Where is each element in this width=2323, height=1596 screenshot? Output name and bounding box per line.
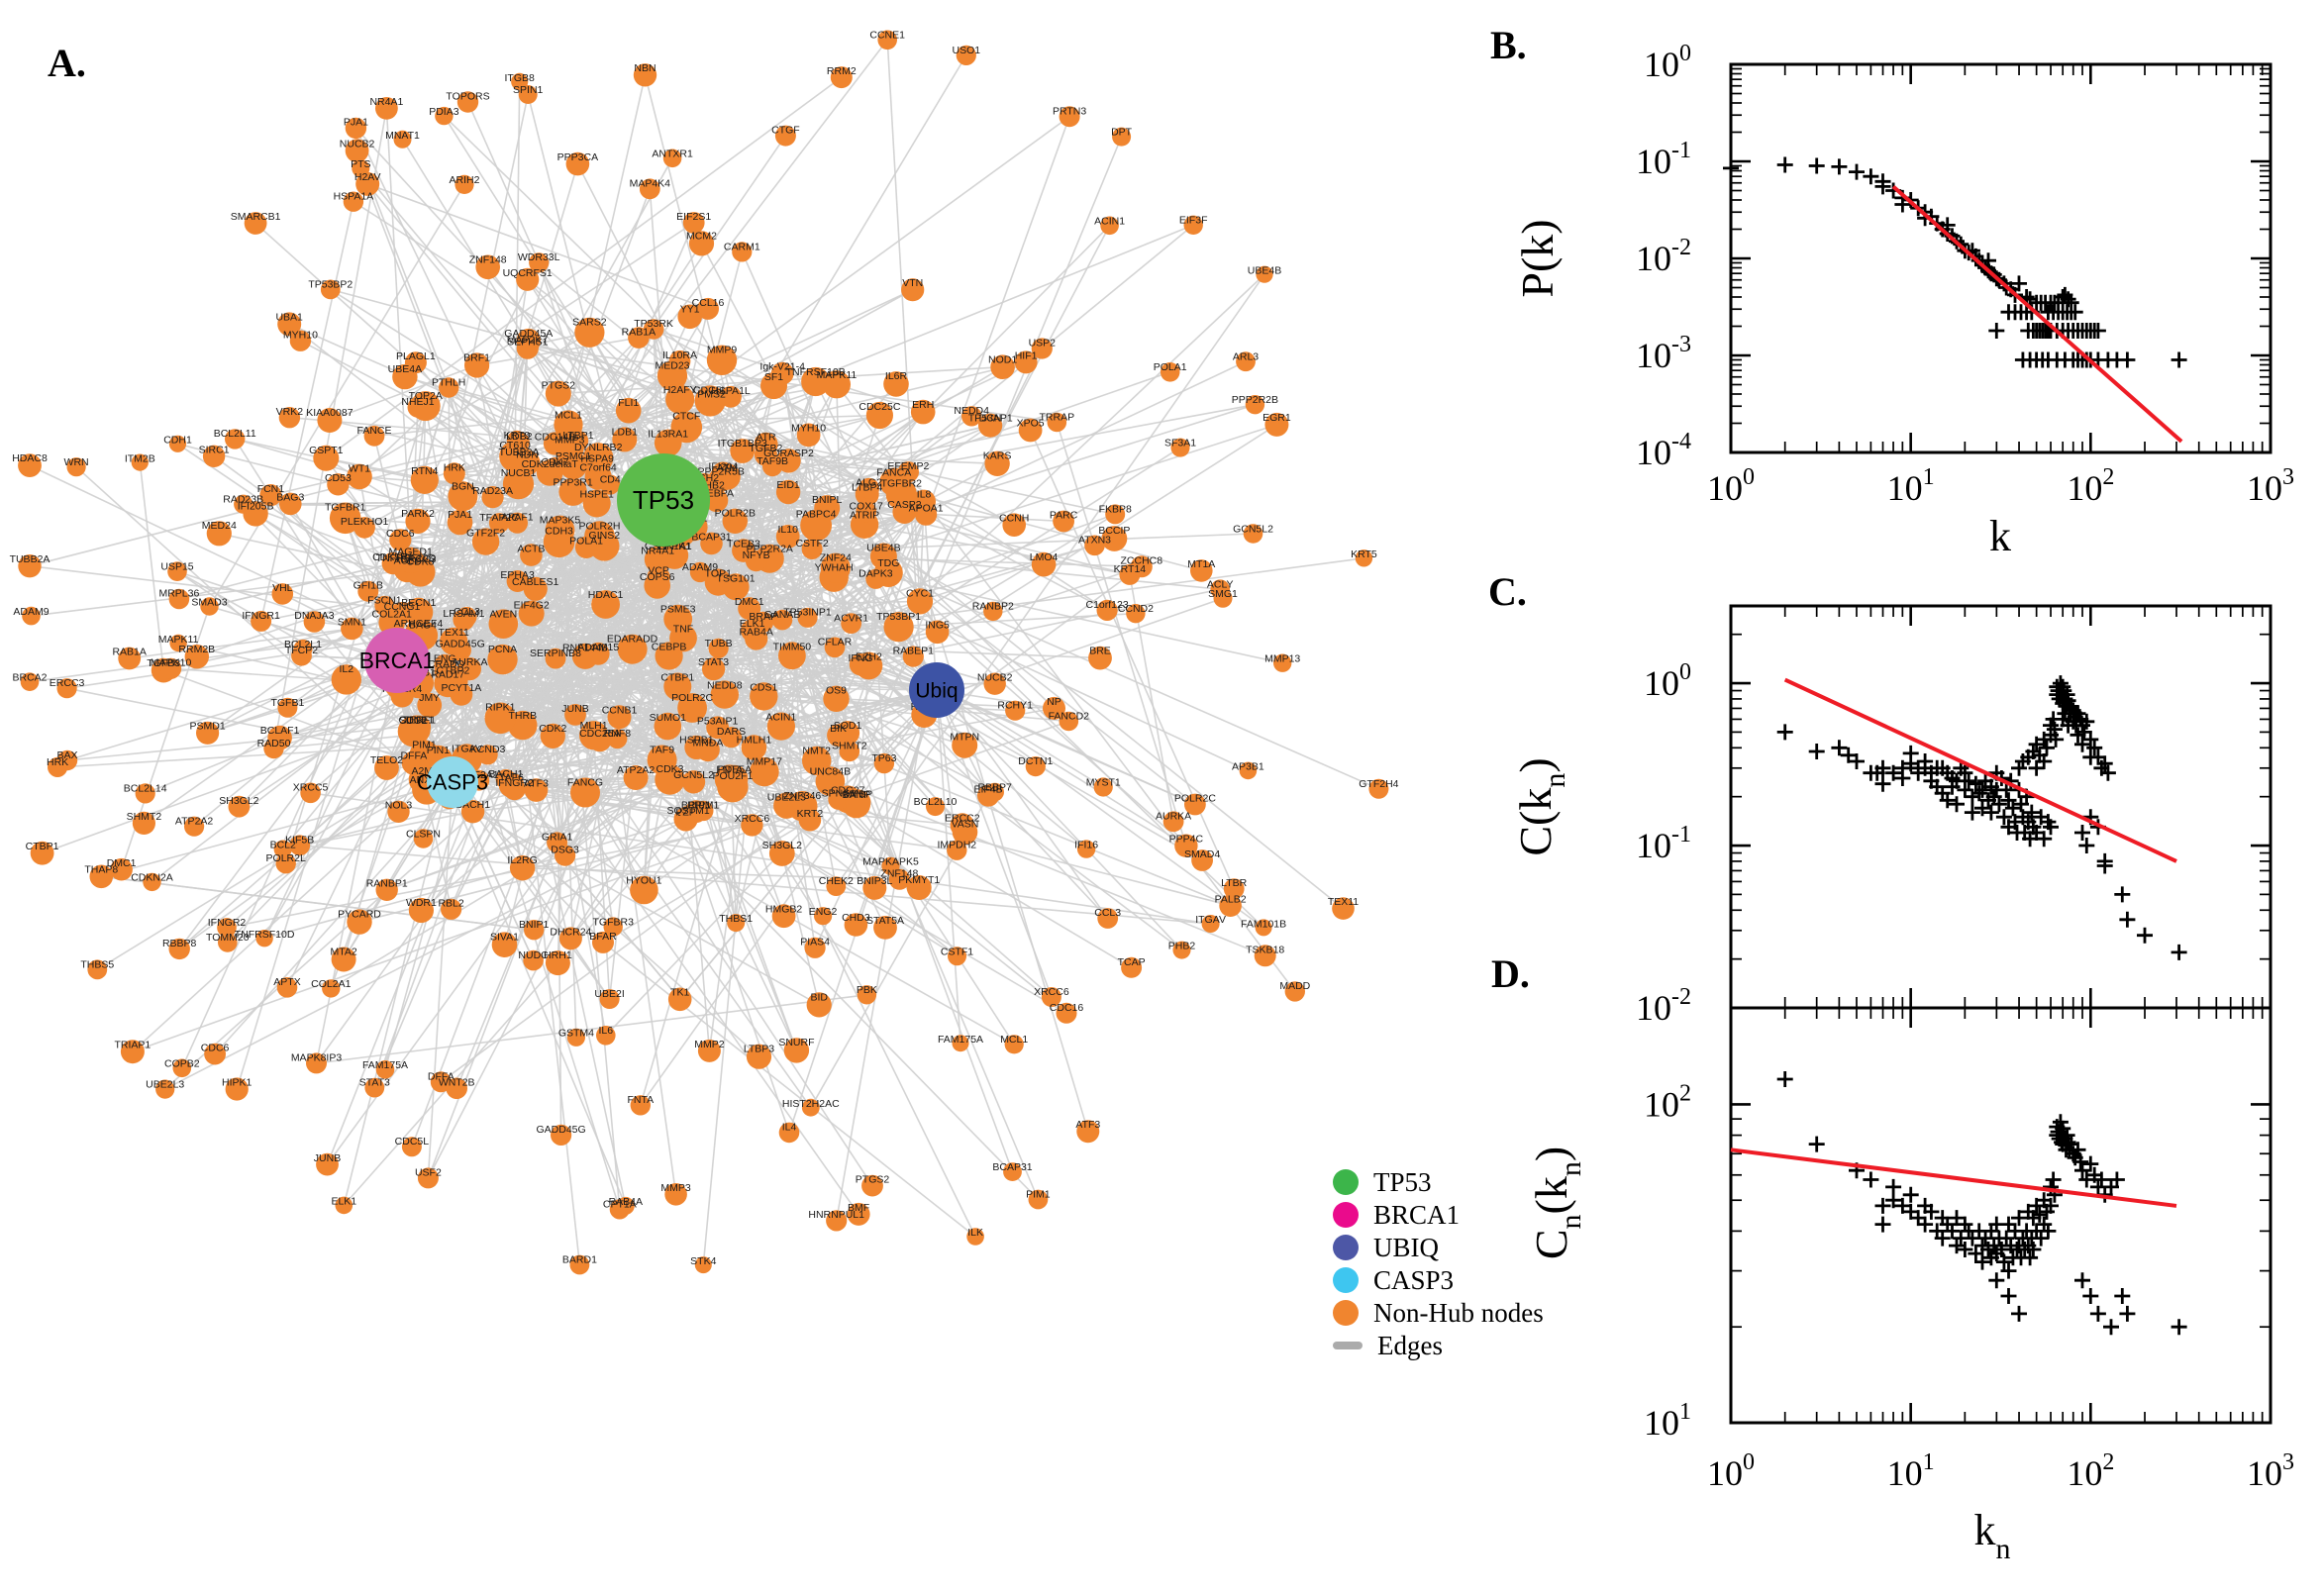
axis-ticks — [1729, 606, 2272, 1010]
y-tick-labels: 102 101 — [1644, 1080, 1691, 1443]
legend-item-edges: Edges — [1333, 1331, 1544, 1360]
hub-nodes: TP53 BRCA1 Ubiq CASP3 — [359, 453, 964, 808]
legend-label: CASP3 — [1373, 1265, 1455, 1295]
data-points — [1776, 675, 2187, 960]
svg-text:102: 102 — [2067, 1449, 2114, 1493]
legend-label: Edges — [1377, 1331, 1443, 1360]
network-graph-panel: POLR2CTUBB2AERCC3CDC6GADD45GCDC5LPOLA1GC… — [10, 30, 1399, 1275]
chart-panel-D: 102 101 100 101 102 103 Cn(kn) kn — [1526, 1006, 2294, 1565]
legend-dot-swatch — [1333, 1235, 1359, 1260]
legend-label: UBIQ — [1373, 1233, 1439, 1262]
y-axis-label: Cn(kn) — [1526, 1147, 1587, 1259]
legend-item-ubiq: UBIQ — [1333, 1233, 1544, 1262]
svg-text:101: 101 — [1644, 1399, 1691, 1443]
svg-text:101: 101 — [1887, 1449, 1935, 1493]
svg-text:100: 100 — [1707, 1449, 1755, 1493]
legend-label: TP53 — [1373, 1167, 1432, 1197]
data-points — [1776, 1071, 2187, 1336]
hub-label-casp3: CASP3 — [417, 770, 488, 795]
hub-node-casp3 — [427, 756, 478, 808]
svg-text:101: 101 — [1887, 464, 1935, 508]
panel-b-label: B. — [1490, 23, 1527, 67]
hub-node-brca1 — [364, 628, 430, 693]
svg-text:10-2: 10-2 — [1636, 984, 1691, 1028]
fit-line — [1783, 677, 2177, 863]
hub-label-tp53: TP53 — [633, 485, 694, 515]
y-axis-label: C(kn) — [1510, 757, 1571, 855]
axis-ticks — [1729, 1007, 2272, 1425]
svg-text:10-1: 10-1 — [1636, 822, 1691, 865]
legend-dot-swatch — [1333, 1267, 1359, 1293]
x-axis-label: k — [1989, 512, 2011, 560]
chart-panel-C: 100 10-1 10-2 C(kn) — [1510, 604, 2272, 1028]
svg-text:10-1: 10-1 — [1636, 138, 1691, 181]
fit-line — [1891, 184, 2183, 444]
panel-d-label: D. — [1491, 951, 1530, 996]
svg-text:10-3: 10-3 — [1636, 332, 1691, 375]
legend-label: BRCA1 — [1373, 1200, 1461, 1230]
hub-label-brca1: BRCA1 — [359, 648, 436, 673]
legend-dot-swatch — [1333, 1169, 1359, 1195]
hub-node-ubiq — [909, 662, 964, 718]
svg-text:10-4: 10-4 — [1636, 429, 1691, 472]
legend-item-brca1: BRCA1 — [1333, 1200, 1544, 1230]
x-tick-labels: 100 101 102 103 — [1707, 464, 2294, 508]
legend-dot-swatch — [1333, 1202, 1359, 1228]
y-tick-labels: 100 10-1 10-2 — [1636, 659, 1691, 1028]
legend-label: Non-Hub nodes — [1373, 1298, 1544, 1328]
y-tick-labels: 100 10-1 10-2 10-3 10-4 — [1636, 41, 1691, 472]
hub-label-ubiq: Ubiq — [915, 679, 958, 702]
svg-text:10-2: 10-2 — [1636, 235, 1691, 278]
svg-text:100: 100 — [1644, 659, 1691, 703]
legend-item-non-hub-nodes: Non-Hub nodes — [1333, 1298, 1544, 1328]
hub-node-tp53 — [617, 453, 710, 547]
fit-line — [1730, 1147, 2177, 1208]
axis-ticks — [1729, 62, 2272, 454]
y-axis-label: P(k) — [1512, 219, 1563, 297]
svg-text:100: 100 — [1644, 41, 1691, 84]
x-axis-label: kn — [1974, 1506, 2011, 1565]
figure-legend: TP53 BRCA1 UBIQ CASP3 Non-Hub nodes Edges — [1333, 1167, 1544, 1360]
legend-item-tp53: TP53 — [1333, 1167, 1544, 1197]
svg-text:103: 103 — [2247, 1449, 2294, 1493]
svg-text:102: 102 — [1644, 1080, 1691, 1124]
legend-item-casp3: CASP3 — [1333, 1265, 1544, 1295]
legend-dot-swatch — [1333, 1300, 1359, 1326]
chart-panel-B: 100 10-1 10-2 10-3 10-4 100 101 102 103 P(k) k — [1512, 41, 2294, 560]
svg-text:102: 102 — [2067, 464, 2114, 508]
svg-text:100: 100 — [1707, 464, 1755, 508]
panel-c-label: C. — [1488, 569, 1527, 614]
x-tick-labels: 100 101 102 103 — [1707, 1449, 2294, 1493]
legend-edge-swatch — [1333, 1342, 1363, 1349]
svg-text:103: 103 — [2247, 464, 2294, 508]
data-points — [1723, 156, 2187, 368]
panel-a-label: A. — [48, 41, 86, 85]
nonhub-nodes — [18, 30, 1389, 1275]
